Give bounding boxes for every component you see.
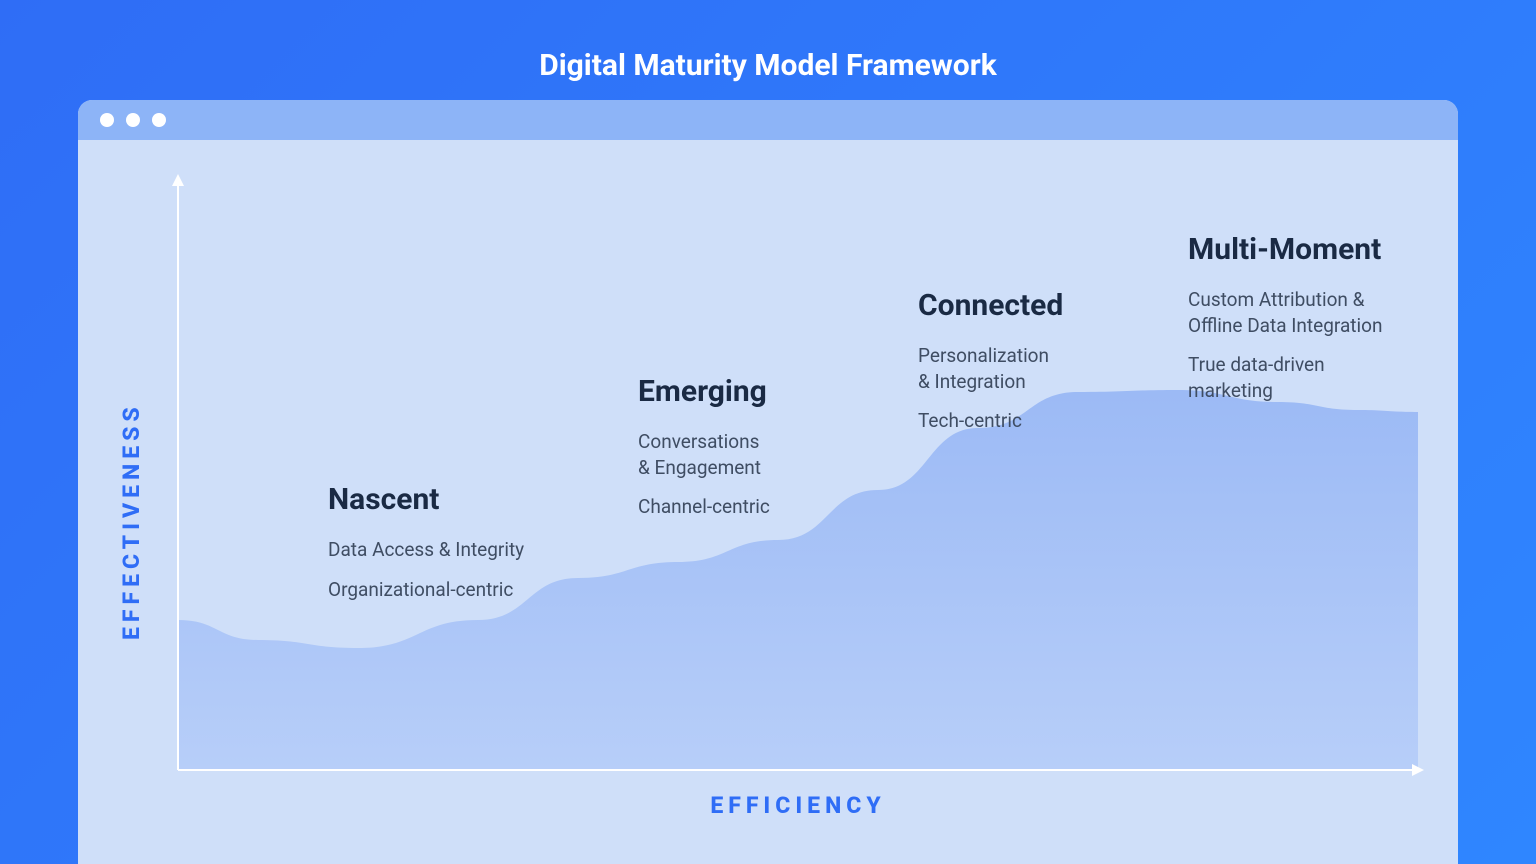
x-axis-label: EFFICIENCY (178, 792, 1418, 819)
window-dot-icon (152, 113, 166, 127)
maturity-chart: Nascent Data Access & Integrity Organizati… (178, 180, 1418, 770)
stage-4: Multi-Moment Custom Attribution & Offline… (1188, 232, 1448, 418)
window-dot-icon (100, 113, 114, 127)
window-content: Nascent Data Access & Integrity Organizati… (78, 140, 1458, 864)
stage-line: Personalization & Integration (918, 343, 1178, 394)
stage-2: Emerging Conversations & Engagement Channe… (638, 374, 898, 534)
window-titlebar (78, 100, 1458, 140)
stage-labels: Nascent Data Access & Integrity Organizati… (178, 180, 1418, 770)
stage-line: Channel-centric (638, 494, 898, 520)
stage-line: Data Access & Integrity (328, 537, 588, 563)
window-dot-icon (126, 113, 140, 127)
stage-line: Tech-centric (918, 408, 1178, 434)
stage-title: Multi-Moment (1188, 232, 1448, 267)
canvas: Digital Maturity Model Framework Nascent… (0, 0, 1536, 864)
y-axis-label: EFFECTIVENESS (118, 300, 145, 640)
stage-line: True data-driven marketing (1188, 352, 1448, 403)
stage-line: Conversations & Engagement (638, 429, 898, 480)
stage-1: Nascent Data Access & Integrity Organizati… (328, 482, 588, 616)
page-title: Digital Maturity Model Framework (0, 48, 1536, 83)
stage-title: Connected (918, 288, 1178, 323)
stage-line: Custom Attribution & Offline Data Integr… (1188, 287, 1448, 338)
stage-3: Connected Personalization & Integration Te… (918, 288, 1178, 448)
stage-title: Emerging (638, 374, 898, 409)
stage-title: Nascent (328, 482, 588, 517)
stage-line: Organizational-centric (328, 577, 588, 603)
browser-window: Nascent Data Access & Integrity Organizati… (78, 100, 1458, 864)
